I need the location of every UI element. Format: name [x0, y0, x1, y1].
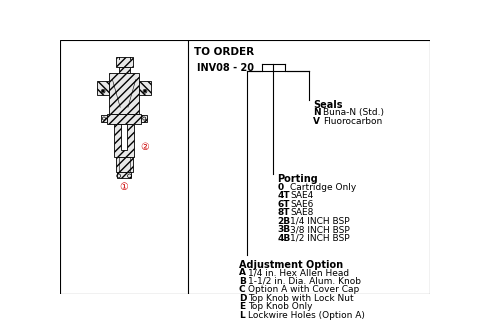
Text: 6T: 6T [278, 200, 290, 209]
Text: B: B [239, 277, 246, 286]
Text: L: L [239, 311, 245, 320]
Text: 1-1/2 in. Dia. Alum. Knob: 1-1/2 in. Dia. Alum. Knob [248, 277, 361, 286]
Text: Option A with Cover Cap: Option A with Cover Cap [248, 285, 359, 294]
Text: 1/4 in. Hex Allen Head: 1/4 in. Hex Allen Head [248, 268, 349, 277]
Text: 0: 0 [278, 183, 283, 192]
Text: Porting: Porting [278, 174, 318, 184]
Bar [117, 172, 131, 178]
Text: D: D [239, 294, 246, 303]
Text: 4B: 4B [278, 234, 291, 243]
Bar [101, 115, 107, 122]
Bar [121, 124, 127, 150]
Text: SAE4: SAE4 [290, 191, 313, 200]
Bar [119, 67, 130, 74]
Bar [116, 56, 132, 67]
Bar [116, 157, 132, 172]
Text: 3/8 INCH BSP: 3/8 INCH BSP [290, 225, 350, 234]
Text: SAE6: SAE6 [290, 200, 313, 209]
Text: Top Knob Only: Top Knob Only [248, 302, 313, 311]
Text: V: V [313, 116, 320, 126]
Text: TO ORDER: TO ORDER [194, 47, 254, 57]
Circle shape [102, 90, 104, 92]
Text: C: C [239, 285, 245, 294]
Text: Cartridge Only: Cartridge Only [290, 183, 356, 192]
Text: N: N [313, 108, 321, 117]
Text: Fluorocarbon: Fluorocarbon [323, 116, 382, 126]
Bar [109, 74, 139, 114]
Text: 1/4 INCH BSP: 1/4 INCH BSP [290, 217, 349, 226]
Bar [107, 114, 141, 124]
Text: Top Knob with Lock Nut: Top Knob with Lock Nut [248, 294, 354, 303]
Text: Adjustment Option: Adjustment Option [239, 260, 343, 270]
Text: Seals: Seals [313, 100, 343, 110]
Text: ①: ① [120, 182, 129, 192]
Text: 2B: 2B [278, 217, 291, 226]
Text: SAE8: SAE8 [290, 208, 313, 217]
Text: 4T: 4T [278, 191, 290, 200]
Text: E: E [239, 302, 245, 311]
Bar [141, 115, 147, 122]
Text: ②: ② [141, 143, 149, 152]
Text: Buna-N (Std.): Buna-N (Std.) [323, 108, 384, 117]
Text: Lockwire Holes (Option A): Lockwire Holes (Option A) [248, 311, 365, 320]
Bar [114, 124, 134, 157]
Bar [139, 81, 151, 95]
Text: A: A [239, 268, 246, 277]
Bar [97, 81, 109, 95]
Text: 3B: 3B [278, 225, 291, 234]
Circle shape [144, 90, 146, 92]
Text: 1/2 INCH BSP: 1/2 INCH BSP [290, 234, 349, 243]
Text: INV08 - 20: INV08 - 20 [197, 63, 254, 73]
Text: 8T: 8T [278, 208, 290, 217]
